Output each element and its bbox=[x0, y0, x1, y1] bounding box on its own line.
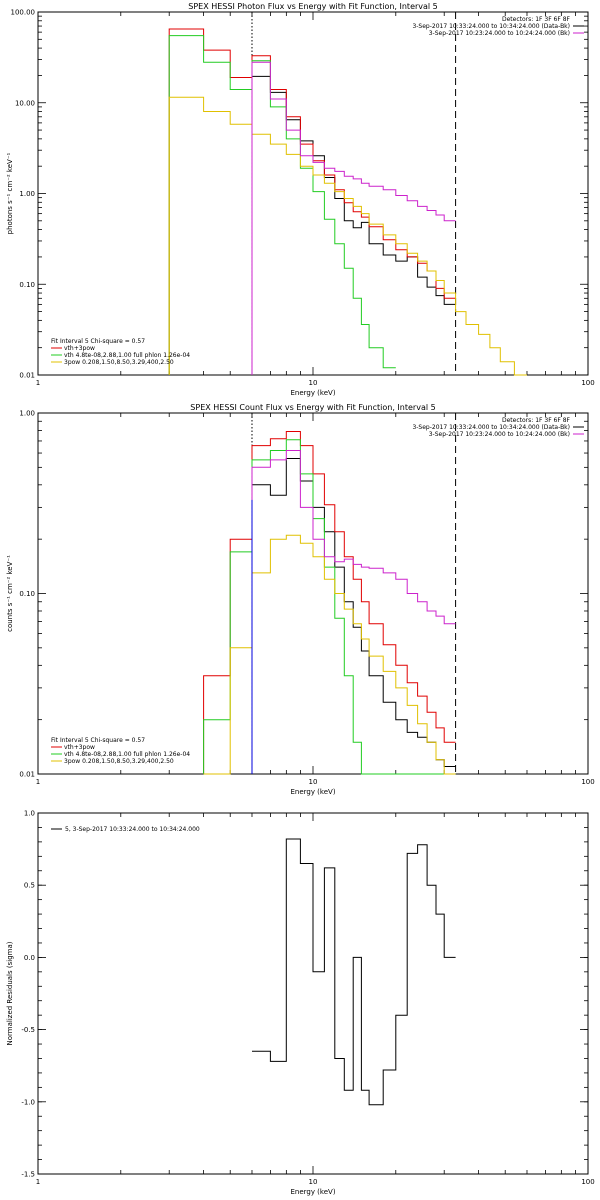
legend-top-entry: 3-Sep-2017 10:23:24.000 to 10:24:24.000 … bbox=[429, 30, 570, 37]
y-tick-label: 0.5 bbox=[24, 882, 35, 890]
legend-bottom-entry: vth 4.8te-08,2.88,1.00 full phlon 1.26e-… bbox=[64, 751, 190, 758]
series-red-step bbox=[168, 28, 456, 375]
y-tick-label: 0.10 bbox=[19, 281, 35, 289]
series-yellow-step bbox=[168, 96, 527, 376]
legend-top-entry: 3-Sep-2017 10:33:24.000 to 10:34:24.000 … bbox=[412, 23, 570, 30]
chart-title: SPEX HESSI Photon Flux vs Energy with Fi… bbox=[188, 2, 438, 11]
series-black-step bbox=[251, 75, 456, 375]
series-yellow-step bbox=[203, 534, 456, 775]
series-magenta-step bbox=[251, 450, 456, 774]
legend-bottom-entry: 3pow 0.208,1.50,8.50,3.29,400,2.50 bbox=[64, 359, 174, 366]
legend-bottom-entry: vth+3pow bbox=[64, 744, 95, 751]
x-tick-label: 100 bbox=[581, 778, 594, 786]
series-black-step bbox=[252, 838, 456, 1106]
x-tick-label: 1 bbox=[36, 778, 40, 786]
legend-bottom-entry: vth+3pow bbox=[64, 345, 95, 352]
legend-top-entry: Detectors: 1F 3F 6F 8F bbox=[502, 417, 571, 424]
y-tick-label: 0.0 bbox=[24, 954, 35, 962]
legend-bottom-entry: Fit Interval 5 Chi-square = 0.57 bbox=[51, 737, 145, 744]
y-tick-label: -0.5 bbox=[21, 1026, 35, 1034]
x-tick-label: 10 bbox=[309, 1178, 318, 1186]
x-tick-label: 1 bbox=[36, 379, 40, 387]
y-tick-label: 100.00 bbox=[11, 9, 36, 17]
x-axis-label: Energy (keV) bbox=[290, 1188, 335, 1196]
x-axis-label: Energy (keV) bbox=[290, 389, 335, 397]
y-tick-label: 1.00 bbox=[19, 410, 35, 418]
y-tick-label: 10.00 bbox=[15, 99, 35, 107]
y-tick-label: -1.0 bbox=[21, 1098, 35, 1106]
legend-entry: 5, 3-Sep-2017 10:33:24.000 to 10:34:24.0… bbox=[65, 826, 200, 833]
y-tick-label: 0.01 bbox=[19, 372, 35, 380]
x-tick-label: 100 bbox=[581, 379, 594, 387]
chart-title: SPEX HESSI Count Flux vs Energy with Fit… bbox=[190, 403, 435, 412]
series-red-step bbox=[203, 431, 456, 774]
legend-top-entry: 3-Sep-2017 10:23:24.000 to 10:24:24.000 … bbox=[429, 431, 570, 438]
y-tick-label: 1.0 bbox=[24, 810, 35, 818]
legend-bottom-entry: 3pow 0.208,1.50,8.50,3.29,400,2.50 bbox=[64, 758, 174, 765]
x-tick-label: 1 bbox=[36, 1178, 40, 1186]
series-magenta-step bbox=[251, 61, 456, 375]
legend-bottom-entry: Fit Interval 5 Chi-square = 0.57 bbox=[51, 338, 145, 345]
x-tick-label: 10 bbox=[309, 778, 318, 786]
series-black-step bbox=[251, 458, 456, 774]
y-axis-label: Normalized Residuals (sigma) bbox=[6, 941, 14, 1045]
y-axis-label: photons s⁻¹ cm⁻² keV⁻¹ bbox=[6, 152, 14, 234]
legend-top-entry: Detectors: 1F 3F 6F 8F bbox=[502, 16, 571, 23]
x-tick-label: 10 bbox=[309, 379, 318, 387]
y-tick-label: 1.00 bbox=[19, 190, 35, 198]
plot-frame bbox=[37, 11, 589, 376]
legend-top-entry: 3-Sep-2017 10:33:24.000 to 10:34:24.000 … bbox=[412, 424, 570, 431]
y-tick-label: 0.01 bbox=[19, 771, 35, 779]
series-green-step bbox=[203, 439, 456, 775]
y-axis-label: counts s⁻¹ cm⁻² keV⁻¹ bbox=[6, 555, 14, 632]
x-tick-label: 100 bbox=[581, 1178, 594, 1186]
series-green-step bbox=[168, 35, 396, 375]
x-axis-label: Energy (keV) bbox=[290, 788, 335, 796]
legend-bottom-entry: vth 4.8te-08,2.88,1.00 full phlon 1.26e-… bbox=[64, 352, 190, 359]
y-tick-label: 0.10 bbox=[19, 590, 35, 598]
y-tick-label: -1.5 bbox=[21, 1171, 35, 1179]
